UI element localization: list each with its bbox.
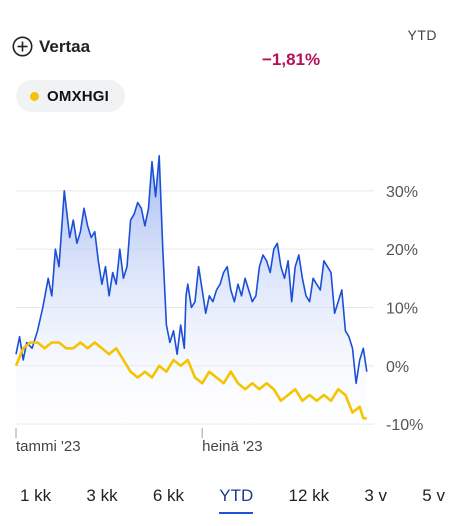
compare-button[interactable]: Vertaa (12, 36, 90, 57)
series-color-dot (30, 91, 39, 101)
price-chart[interactable]: 30% 20% 10% 0% -10% tammi '23 heinä '23 (0, 150, 463, 460)
main-series-area (16, 155, 367, 431)
period-label: YTD (407, 27, 437, 43)
x-tick-label: heinä '23 (202, 438, 262, 455)
y-tick-label: 0% (386, 359, 409, 376)
y-tick-label: 20% (386, 242, 418, 259)
x-tick-label: tammi '23 (16, 438, 81, 455)
change-value: −1,81% (262, 50, 321, 69)
y-tick-label: -10% (386, 417, 423, 434)
tab-3-v[interactable]: 3 v (364, 486, 388, 505)
tab-ytd[interactable]: YTD (219, 482, 254, 514)
series-chip-label: OMXHGI (47, 87, 110, 105)
tab-5-v[interactable]: 5 v (422, 486, 445, 505)
range-tabs: 1 kk 3 kk 6 kk YTD 12 kk 3 v 5 v (0, 482, 463, 518)
tab-3-kk[interactable]: 3 kk (86, 486, 118, 505)
y-tick-label: 30% (386, 184, 418, 201)
tab-1-kk[interactable]: 1 kk (20, 486, 52, 505)
tab-6-kk[interactable]: 6 kk (152, 486, 185, 505)
plus-circle-icon (12, 36, 33, 57)
compare-label: Vertaa (39, 36, 91, 56)
y-tick-label: 10% (386, 301, 418, 318)
tab-12-kk[interactable]: 12 kk (288, 486, 330, 505)
compare-series-line (14, 341, 367, 420)
series-chip[interactable]: OMXHGI (16, 80, 126, 112)
main-series-line (15, 155, 368, 385)
